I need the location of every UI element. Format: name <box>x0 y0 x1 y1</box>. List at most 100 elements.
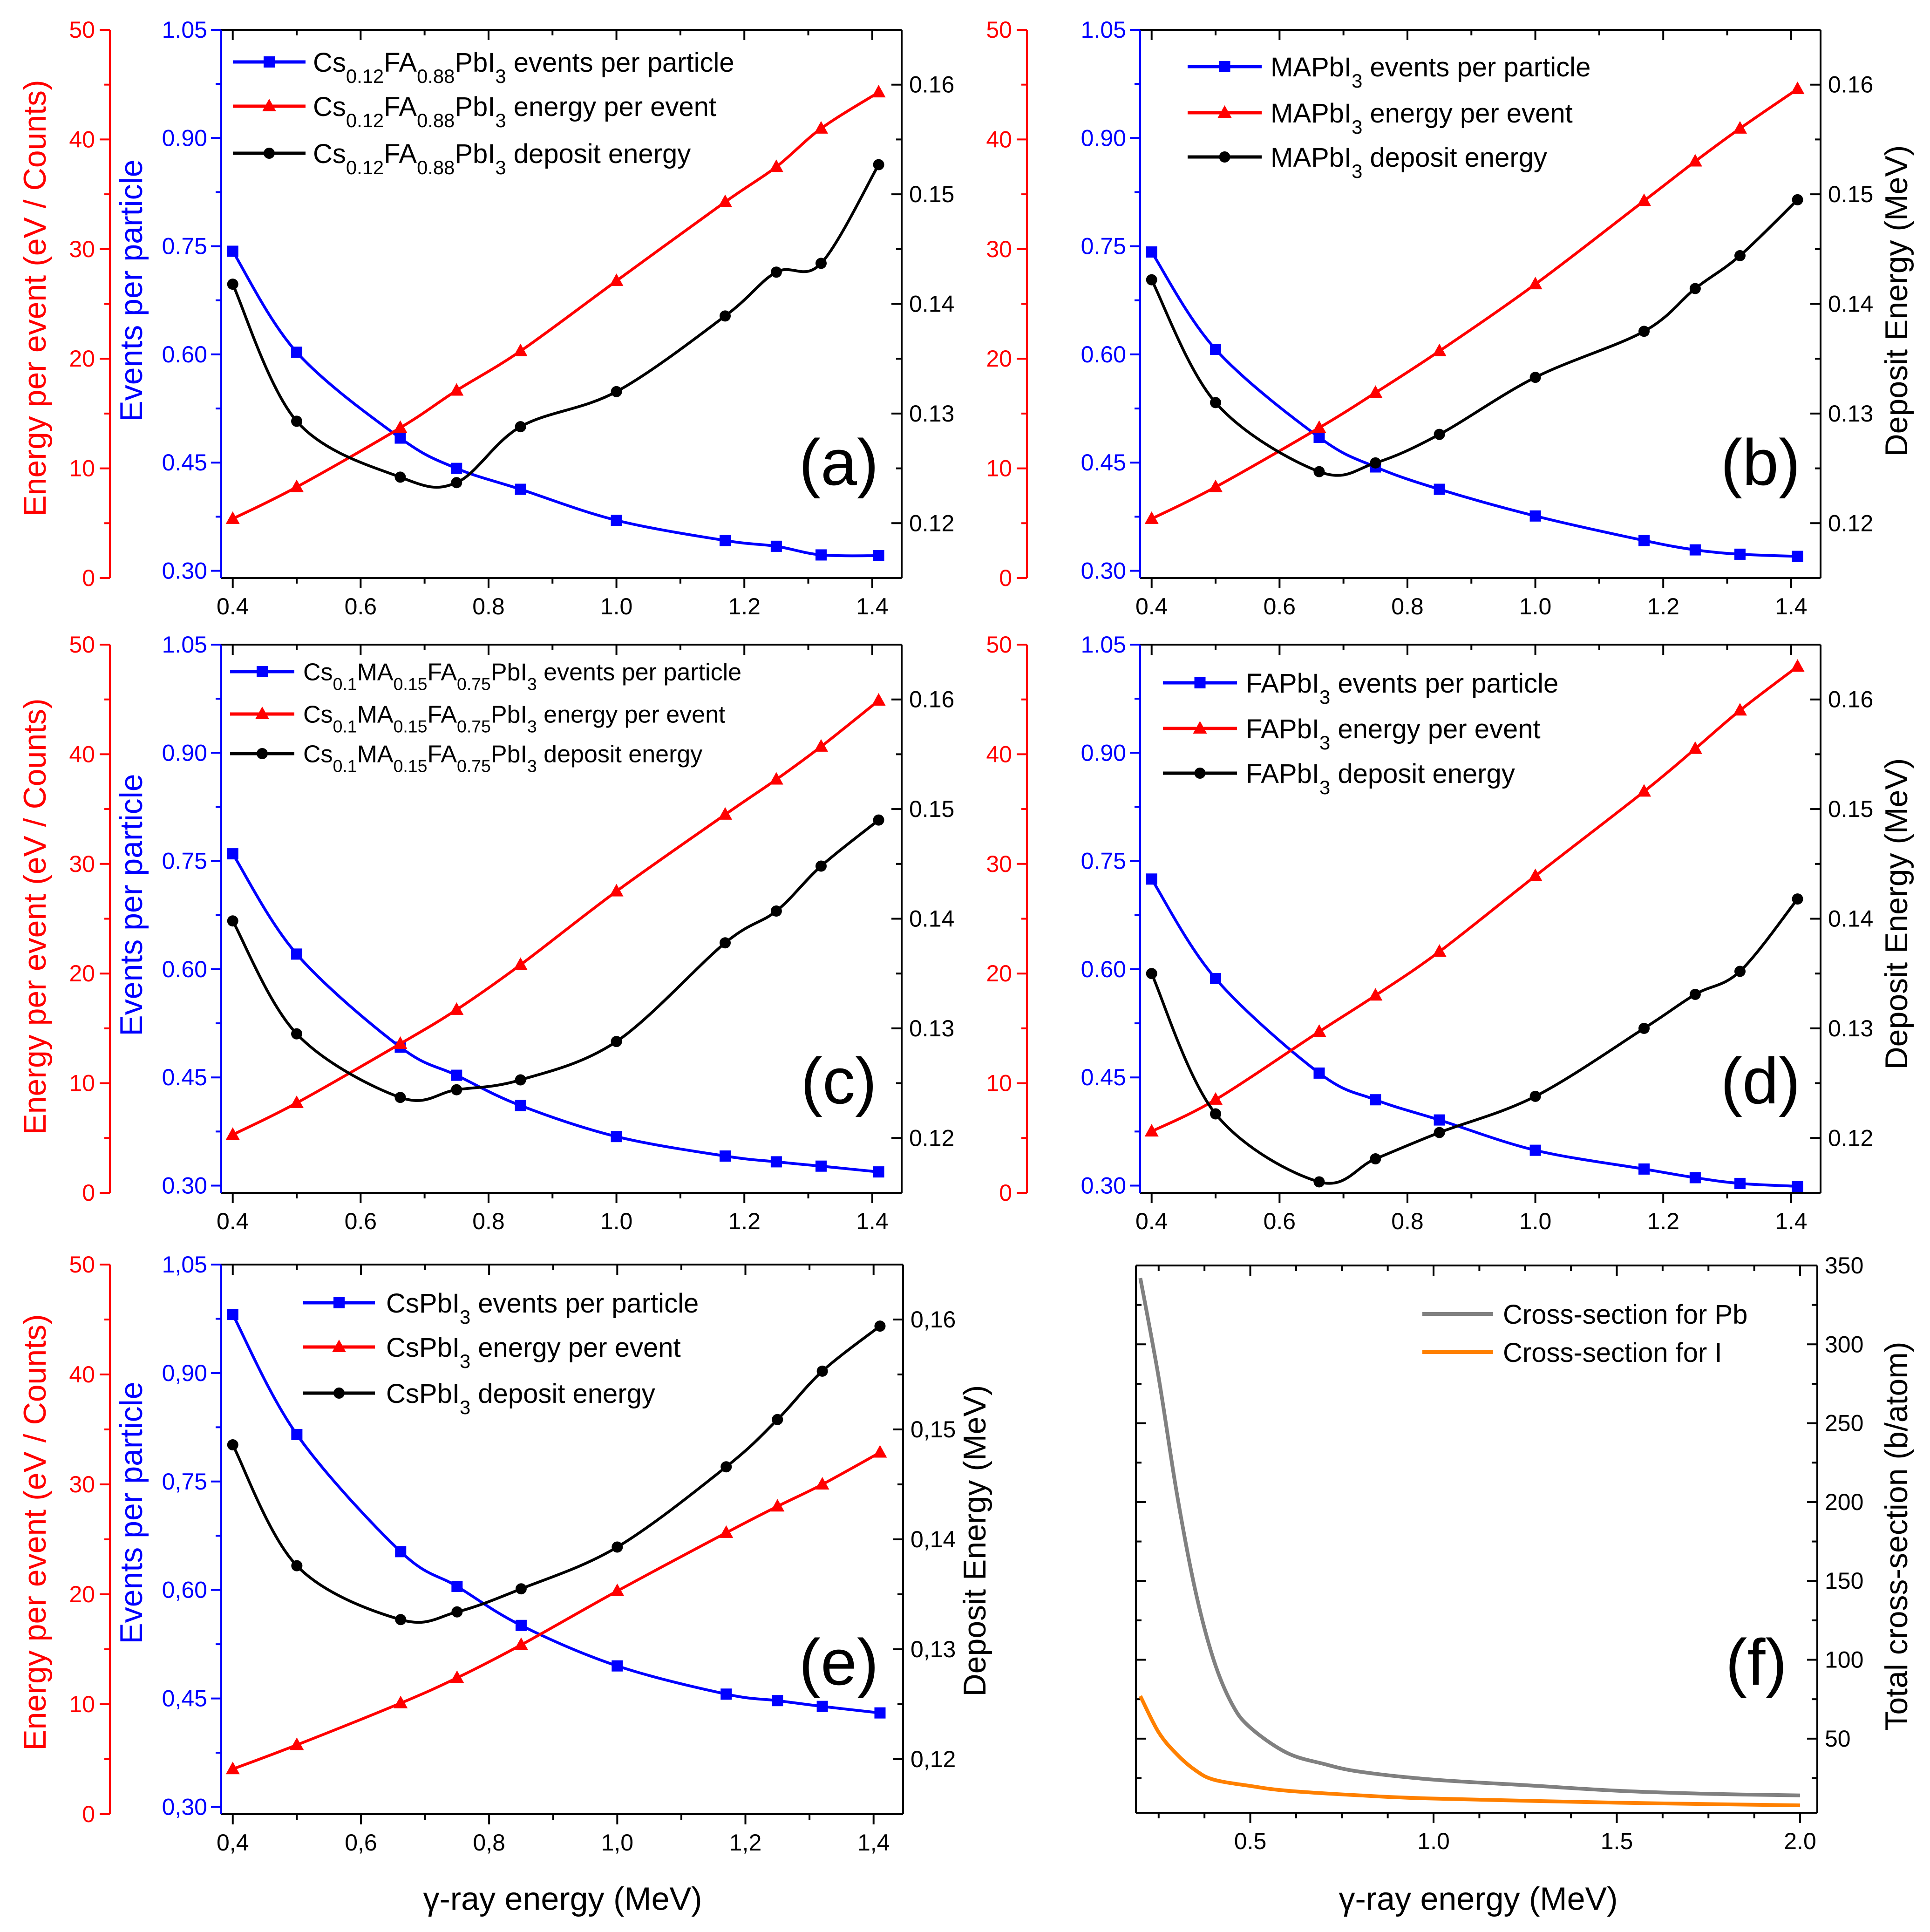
label-part: PbI <box>455 92 495 122</box>
left-outer-tick-label: 0 <box>999 565 1012 591</box>
data-point <box>1313 1176 1325 1188</box>
x-tick-label: 0,6 <box>345 1830 377 1856</box>
x-tick-label: 1.2 <box>728 593 761 619</box>
series-line <box>1138 1278 1801 1797</box>
legend-marker <box>1194 768 1206 779</box>
data-point <box>871 85 886 98</box>
legend-entry: CsPbI3 energy per event <box>303 1333 681 1372</box>
subscript: 0.88 <box>417 65 455 87</box>
x-tick-label: 0.4 <box>1135 593 1168 619</box>
left-inner-tick-label: 1,05 <box>162 1252 207 1278</box>
data-point <box>1734 1177 1746 1189</box>
data-point <box>227 1439 238 1451</box>
subscript: 0.75 <box>457 674 491 694</box>
x-tick-label: 0.6 <box>345 1208 377 1234</box>
label-part: FA <box>427 701 457 728</box>
data-point <box>815 860 827 872</box>
left-inner-tick-label: 1.05 <box>1081 632 1126 658</box>
data-point <box>1313 466 1325 477</box>
legend-entry: CsPbI3 deposit energy <box>303 1379 655 1418</box>
data-point <box>451 1069 462 1081</box>
data-point <box>515 1619 527 1631</box>
data-point <box>395 1614 407 1626</box>
subscript: 3 <box>1319 776 1330 798</box>
data-point <box>1209 479 1223 492</box>
left-outer-tick-label: 40 <box>69 741 95 767</box>
data-point <box>225 511 240 524</box>
left-outer-tick-label: 40 <box>986 741 1012 767</box>
left-inner-tick-label: 0.75 <box>1081 848 1126 874</box>
subscript: 0.15 <box>394 717 428 736</box>
x-tick-label: 1.4 <box>1775 1208 1808 1234</box>
right-axis-title: Deposit Energy (MeV) <box>1879 145 1914 457</box>
subscript: 3 <box>460 1396 470 1418</box>
data-point <box>227 1309 238 1320</box>
series-line <box>1150 198 1799 477</box>
right-tick-label: 0,16 <box>911 1306 956 1333</box>
series-line <box>231 1313 880 1714</box>
series-1 <box>225 693 886 1140</box>
right-tick-label: 0.13 <box>909 401 954 427</box>
data-point <box>225 1762 240 1775</box>
panel-b: 0.4 0.6 0.8 1.0 1.2 1.4 0 10 20 30 40 50 0.30 0.45 0.6… <box>986 17 1914 619</box>
legend-label: Cs0.1MA0.15FA0.75PbI3 energy per event <box>303 701 726 736</box>
legend-marker <box>333 1297 345 1308</box>
data-point <box>290 1095 304 1108</box>
data-point <box>227 848 238 860</box>
data-point <box>611 1036 622 1048</box>
left-outer-tick-label: 10 <box>986 1070 1012 1096</box>
label-part: FA <box>384 92 417 122</box>
data-point <box>515 1074 526 1086</box>
data-point <box>1146 873 1157 885</box>
data-point <box>1146 968 1157 980</box>
data-point <box>1432 944 1447 957</box>
left-outer-tick-label: 10 <box>986 456 1012 482</box>
right-tick-label: 0.12 <box>1828 510 1873 536</box>
data-point <box>1144 511 1159 524</box>
series-0 <box>1146 873 1803 1192</box>
subscript: 0.15 <box>394 756 428 776</box>
label-part: deposit energy <box>1362 143 1547 173</box>
data-point <box>1689 283 1701 294</box>
series-0 <box>227 848 884 1178</box>
series-2 <box>227 1320 886 1626</box>
data-point <box>451 1606 463 1618</box>
label-part: events per particle <box>470 1288 699 1319</box>
right-tick-label: 50 <box>1825 1726 1851 1752</box>
legend-entry: Cs0.1MA0.15FA0.75PbI3 deposit energy <box>230 741 702 776</box>
x-tick-label: 0.6 <box>345 593 377 619</box>
left-inner-tick-label: 1.05 <box>1081 17 1126 43</box>
data-point <box>871 693 886 706</box>
panel-label: (d) <box>1720 1044 1800 1117</box>
legend-entry: Cs0.1MA0.15FA0.75PbI3 events per particl… <box>230 659 741 694</box>
left-outer-tick-label: 30 <box>69 1471 95 1497</box>
x-tick-label: 1.4 <box>856 593 889 619</box>
right-tick-label: 0.15 <box>909 796 954 822</box>
legend-marker <box>264 56 275 68</box>
label-part: deposit energy <box>1330 759 1515 789</box>
label-part: events per particle <box>1330 668 1558 699</box>
legend-label: Cross-section for I <box>1503 1338 1722 1368</box>
label-part: FAPbI <box>1246 714 1319 744</box>
data-point <box>815 258 827 269</box>
legend-marker <box>1219 151 1230 163</box>
left-outer-tick-label: 40 <box>69 126 95 152</box>
left-inner-tick-label: 0,75 <box>162 1469 207 1495</box>
data-point <box>1734 250 1746 261</box>
data-point <box>225 1127 240 1140</box>
series-1 <box>1144 82 1805 524</box>
left-inner-tick-label: 0.75 <box>162 233 207 259</box>
left-inner-tick-label: 0.60 <box>1081 956 1126 982</box>
data-point <box>1434 1127 1445 1138</box>
data-point <box>1733 121 1747 134</box>
subscript: 0.75 <box>457 717 491 736</box>
x-tick-label: 0.4 <box>217 593 249 619</box>
data-point <box>1370 457 1381 469</box>
data-point <box>720 1688 732 1700</box>
right-tick-label: 0.14 <box>909 906 954 932</box>
left-inner-tick-label: 0.60 <box>162 956 207 982</box>
left-inner-tick-label: 0,45 <box>162 1686 207 1712</box>
x-tick-label: 1.4 <box>856 1208 889 1234</box>
subscript: 0.88 <box>417 156 455 178</box>
right-tick-label: 0.15 <box>909 181 954 207</box>
